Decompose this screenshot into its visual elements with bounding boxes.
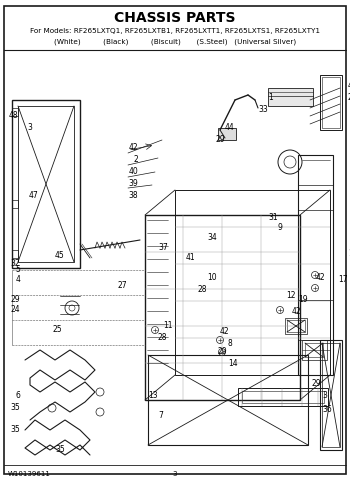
Text: 25: 25 <box>52 326 62 335</box>
Text: 32: 32 <box>10 258 20 268</box>
Text: 3: 3 <box>322 390 327 399</box>
Text: 42: 42 <box>128 143 138 153</box>
Bar <box>12 250 18 258</box>
Text: (White)          (Black)          (Biscuit)       (S.Steel)   (Universal Silver): (White) (Black) (Biscuit) (S.Steel) (Uni… <box>54 39 296 45</box>
Text: 28: 28 <box>157 332 167 341</box>
Bar <box>18 106 74 262</box>
Text: 42: 42 <box>220 327 230 337</box>
Text: 34: 34 <box>207 233 217 242</box>
Bar <box>12 200 18 208</box>
Text: 42: 42 <box>316 273 326 283</box>
Text: For Models: RF265LXTQ1, RF265LXTB1, RF265LXTT1, RF265LXTS1, RF265LXTY1: For Models: RF265LXTQ1, RF265LXTB1, RF26… <box>30 28 320 34</box>
Text: 3: 3 <box>27 123 32 131</box>
Text: 6: 6 <box>15 390 20 399</box>
Text: 29: 29 <box>218 347 228 356</box>
Bar <box>285 318 307 334</box>
Text: 36: 36 <box>322 406 332 414</box>
Text: 8: 8 <box>228 340 233 349</box>
Bar <box>268 88 313 106</box>
Text: 27: 27 <box>117 281 127 289</box>
Bar <box>298 155 333 375</box>
Text: 10: 10 <box>207 273 217 283</box>
Text: 29: 29 <box>10 296 20 304</box>
Bar <box>320 340 342 450</box>
Text: 13: 13 <box>148 390 158 399</box>
Text: W10139611: W10139611 <box>8 471 51 477</box>
Text: 2: 2 <box>133 156 138 165</box>
Text: 12: 12 <box>286 292 295 300</box>
Text: 7: 7 <box>158 411 163 420</box>
Text: 47: 47 <box>28 190 38 199</box>
Text: 38: 38 <box>128 190 138 199</box>
Bar <box>148 355 308 445</box>
Bar <box>12 108 18 116</box>
Bar <box>145 215 300 400</box>
Bar <box>322 343 340 447</box>
Text: 48: 48 <box>8 111 18 119</box>
Bar <box>287 320 305 332</box>
Bar <box>175 190 330 375</box>
Text: 29: 29 <box>348 94 350 102</box>
Text: 39: 39 <box>128 179 138 187</box>
Text: 29: 29 <box>215 136 225 144</box>
Text: 35: 35 <box>55 445 65 455</box>
Text: 35: 35 <box>10 402 20 412</box>
Bar <box>320 75 342 130</box>
Text: 40: 40 <box>128 168 138 176</box>
Text: 11: 11 <box>163 321 173 329</box>
Text: 33: 33 <box>258 105 268 114</box>
Text: 1: 1 <box>268 94 273 102</box>
Text: 35: 35 <box>10 426 20 435</box>
Text: CHASSIS PARTS: CHASSIS PARTS <box>114 11 236 25</box>
Text: 41: 41 <box>186 254 196 262</box>
Text: 31: 31 <box>268 213 278 222</box>
Text: 14: 14 <box>228 359 238 369</box>
Bar <box>302 340 327 360</box>
Bar <box>238 388 328 406</box>
Text: 28: 28 <box>197 285 206 295</box>
Text: 46: 46 <box>348 81 350 89</box>
Text: 9: 9 <box>278 224 283 232</box>
Text: 37: 37 <box>158 243 168 253</box>
Text: 45: 45 <box>55 251 65 259</box>
Text: 19: 19 <box>298 296 308 304</box>
Bar <box>242 391 324 403</box>
Text: 3: 3 <box>173 471 177 477</box>
Bar <box>322 77 340 128</box>
Text: 44: 44 <box>225 124 235 132</box>
Bar <box>218 128 236 140</box>
Text: 29: 29 <box>312 379 322 387</box>
Text: 42: 42 <box>292 308 302 316</box>
Bar <box>305 343 323 357</box>
Text: 18: 18 <box>348 248 350 257</box>
Text: 17: 17 <box>338 275 348 284</box>
Text: 24: 24 <box>10 306 20 314</box>
Text: 4: 4 <box>15 275 20 284</box>
Bar <box>12 100 80 268</box>
Text: 5: 5 <box>15 266 20 274</box>
